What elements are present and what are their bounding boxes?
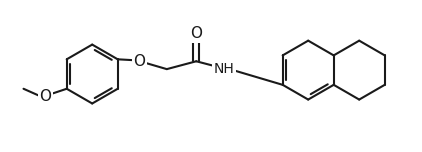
Text: O: O xyxy=(190,26,202,41)
Text: NH: NH xyxy=(214,62,234,76)
Text: O: O xyxy=(39,89,51,104)
Text: O: O xyxy=(133,54,145,69)
